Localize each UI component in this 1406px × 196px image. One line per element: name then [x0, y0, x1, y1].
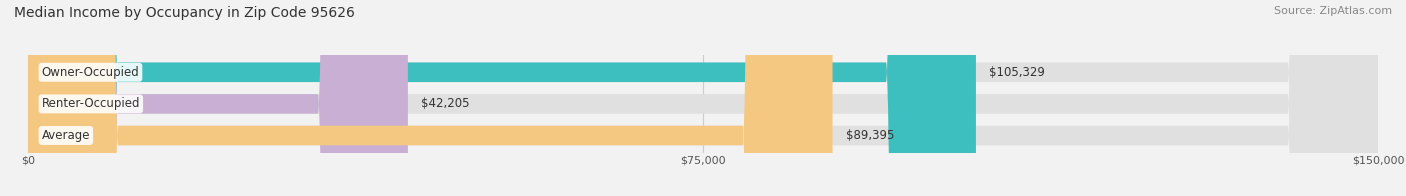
Text: $105,329: $105,329 — [990, 66, 1045, 79]
FancyBboxPatch shape — [28, 0, 1378, 196]
Text: Owner-Occupied: Owner-Occupied — [42, 66, 139, 79]
FancyBboxPatch shape — [28, 0, 1378, 196]
Text: Source: ZipAtlas.com: Source: ZipAtlas.com — [1274, 6, 1392, 16]
Text: Average: Average — [42, 129, 90, 142]
Text: $89,395: $89,395 — [846, 129, 894, 142]
Text: Renter-Occupied: Renter-Occupied — [42, 97, 141, 110]
Text: $42,205: $42,205 — [422, 97, 470, 110]
Text: Median Income by Occupancy in Zip Code 95626: Median Income by Occupancy in Zip Code 9… — [14, 6, 354, 20]
FancyBboxPatch shape — [28, 0, 976, 196]
FancyBboxPatch shape — [28, 0, 832, 196]
FancyBboxPatch shape — [28, 0, 408, 196]
FancyBboxPatch shape — [28, 0, 1378, 196]
